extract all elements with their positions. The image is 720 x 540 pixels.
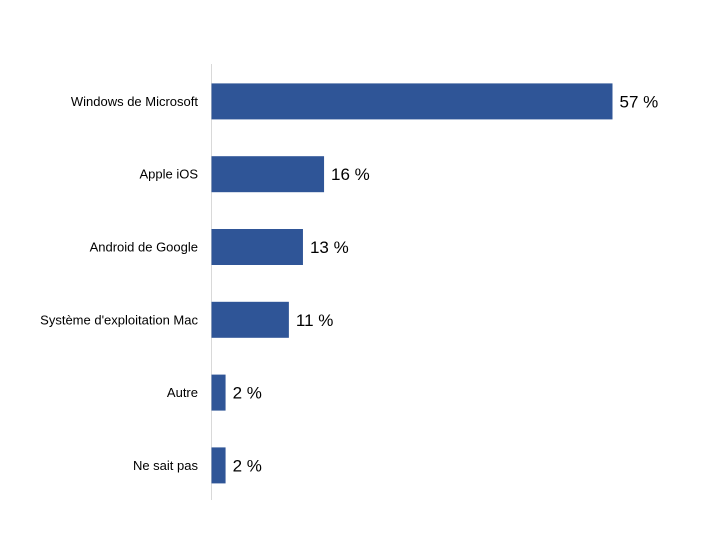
bar (211, 83, 613, 120)
category-label: Système d'exploitation Mac (40, 312, 198, 327)
category-label: Ne sait pas (133, 458, 199, 473)
category-label: Windows de Microsoft (71, 94, 199, 109)
bar (211, 156, 325, 193)
data-label: 11 % (296, 311, 334, 330)
data-label: 16 % (331, 165, 370, 184)
data-label: 2 % (233, 384, 262, 403)
data-label: 2 % (233, 456, 262, 475)
category-label: Autre (167, 385, 198, 400)
bar (211, 374, 226, 411)
category-label: Apple iOS (139, 167, 198, 182)
bar (211, 229, 303, 265)
bar (211, 447, 226, 484)
category-label: Android de Google (90, 240, 198, 255)
data-label: 57 % (620, 92, 659, 111)
bar (211, 301, 289, 338)
data-label: 13 % (310, 238, 349, 257)
